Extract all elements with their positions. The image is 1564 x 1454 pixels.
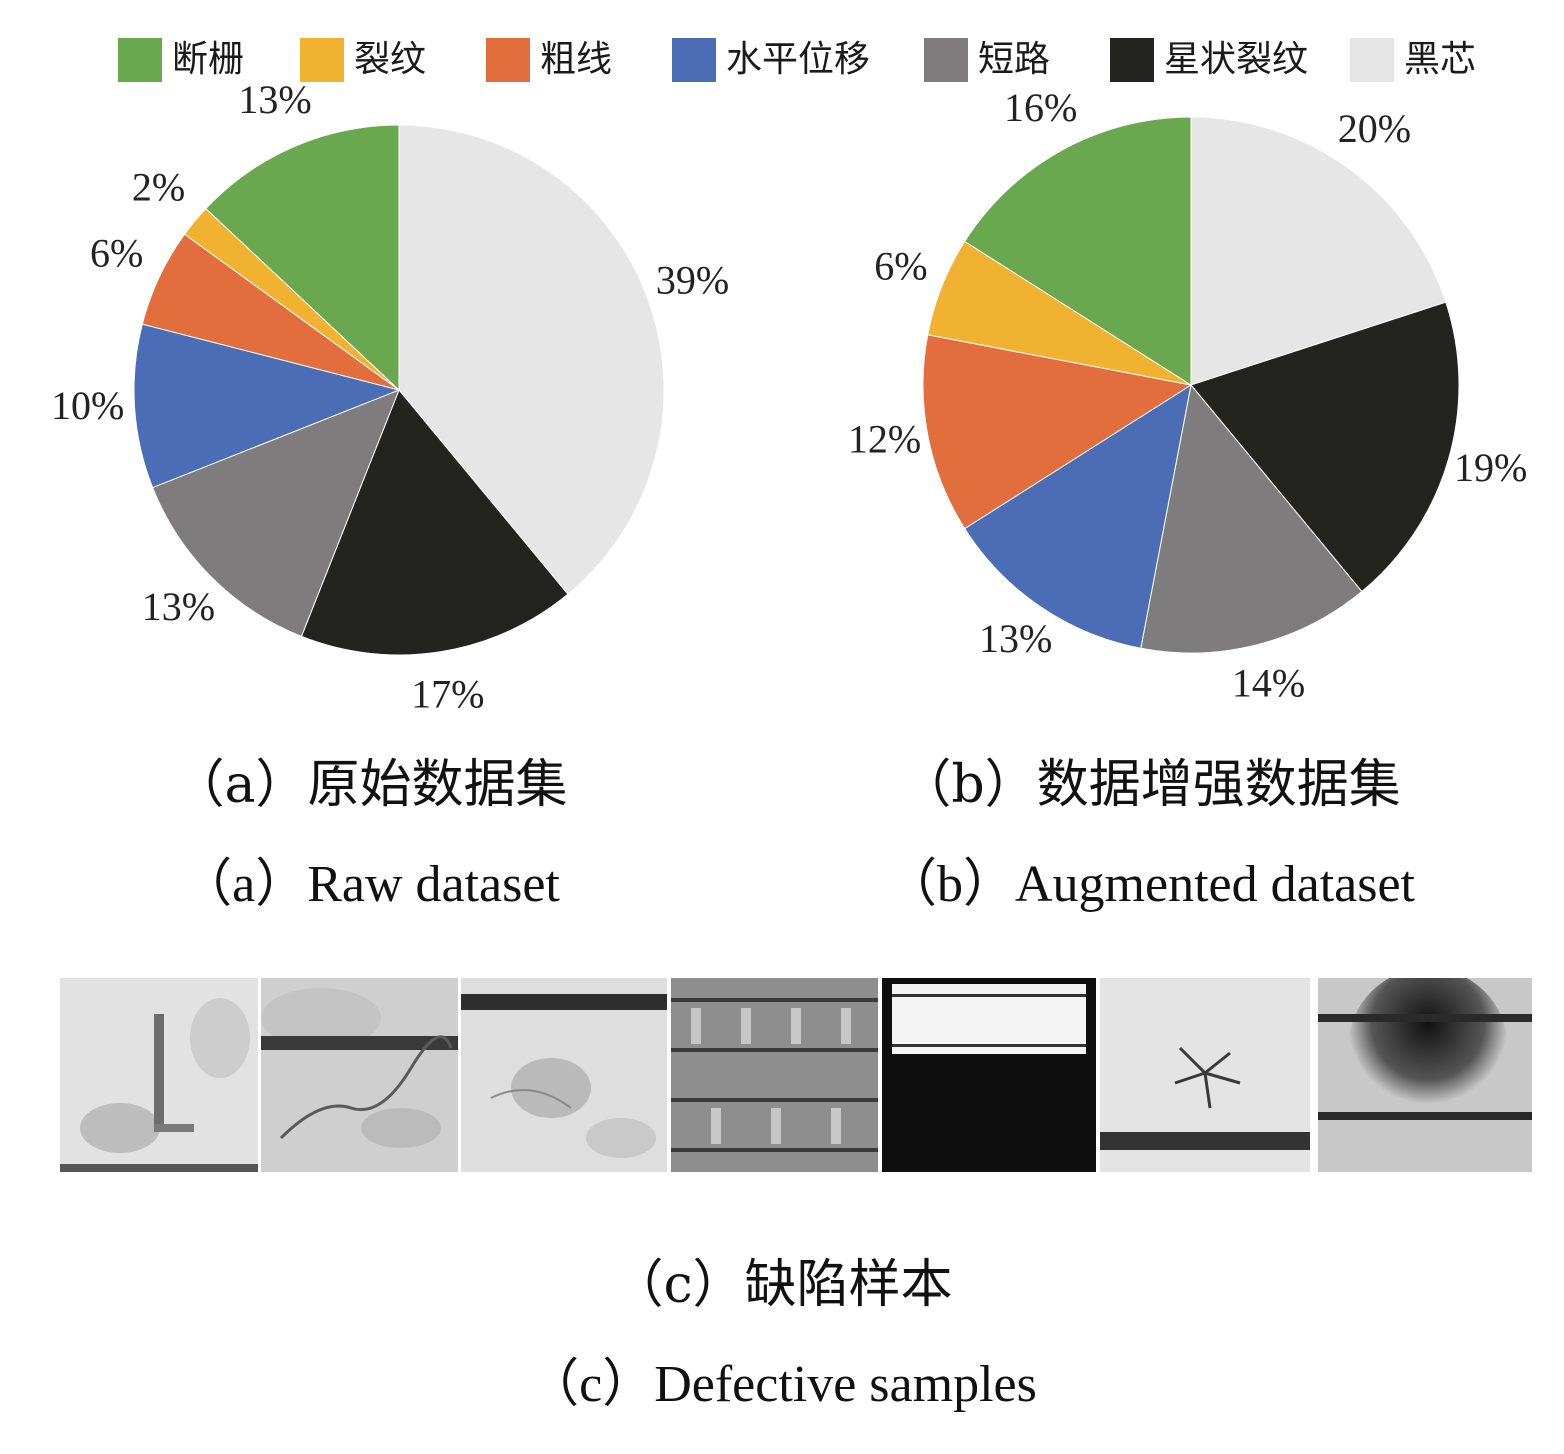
pie-slice	[205, 124, 400, 392]
pie-data-label: 20%	[1338, 106, 1411, 151]
pie-data-label: 13%	[142, 584, 215, 629]
pie-slice	[964, 383, 1192, 649]
legend: 断栅 裂纹 粗线 水平位移 短路 星状裂纹 黑芯	[0, 30, 1564, 90]
pie-data-label: 6%	[90, 230, 143, 275]
pie-data-label: 39%	[656, 257, 729, 302]
legend-swatch	[1350, 38, 1394, 82]
pie-data-label: 13%	[238, 77, 311, 122]
pie-slice	[398, 124, 665, 595]
sample-image-black-core	[1318, 978, 1532, 1172]
sample-image-thick-line	[461, 978, 667, 1172]
legend-label: 粗线	[540, 39, 613, 80]
legend-swatch	[924, 38, 968, 82]
caption-c-cn: （c）缺陷样本	[611, 1255, 953, 1315]
legend-label: 星状裂纹	[1164, 39, 1309, 80]
pie-data-label: 10%	[51, 383, 124, 428]
legend-label: 短路	[978, 39, 1051, 80]
pie-data-label: 2%	[132, 164, 185, 209]
pie-chart-raw: 39% 17% 13% 10% 6% 2% 13%	[51, 77, 729, 717]
legend-label: 断栅	[172, 39, 245, 80]
pie-data-label: 6%	[874, 243, 927, 288]
pie-chart-augmented: 20% 19% 14% 13% 12% 6% 16%	[848, 85, 1527, 706]
pie-data-label: 19%	[1454, 445, 1527, 490]
legend-swatch	[300, 38, 344, 82]
legend-swatch	[672, 38, 716, 82]
pie-data-label: 12%	[848, 417, 921, 462]
pie-data-label: 16%	[1004, 85, 1077, 130]
pie-slice	[133, 323, 401, 489]
sample-image-short-circuit	[882, 978, 1096, 1172]
sample-image-broken-grid	[60, 978, 258, 1172]
caption-b-cn: （b）数据增强数据集	[899, 755, 1401, 815]
legend-swatch	[1110, 38, 1154, 82]
pie-data-label: 14%	[1232, 660, 1305, 705]
pie-slice	[1190, 116, 1447, 386]
legend-label: 水平位移	[726, 39, 871, 80]
caption-a-en: （a）Raw dataset	[180, 856, 560, 913]
pie-slice	[151, 389, 400, 638]
legend-swatch	[486, 38, 530, 82]
sample-image-horizontal-displacement	[671, 978, 878, 1172]
pie-slice	[964, 116, 1192, 386]
pie-slice	[1190, 301, 1460, 593]
caption-a-cn: （a）原始数据集	[172, 755, 568, 815]
caption-b-en: （b）Augmented dataset	[885, 856, 1415, 913]
caption-c-en: （c）Defective samples	[527, 1356, 1037, 1413]
pie-slice	[922, 334, 1193, 530]
pie-data-label: 17%	[411, 671, 484, 716]
pie-data-label: 13%	[979, 616, 1052, 661]
legend-label: 裂纹	[354, 39, 427, 80]
sample-image-star-crack	[1100, 978, 1310, 1172]
pie-slice	[1140, 383, 1363, 654]
legend-swatch	[118, 38, 162, 82]
sample-image-crack	[261, 978, 458, 1172]
pie-slice	[300, 389, 569, 656]
legend-label: 黑芯	[1404, 39, 1477, 80]
